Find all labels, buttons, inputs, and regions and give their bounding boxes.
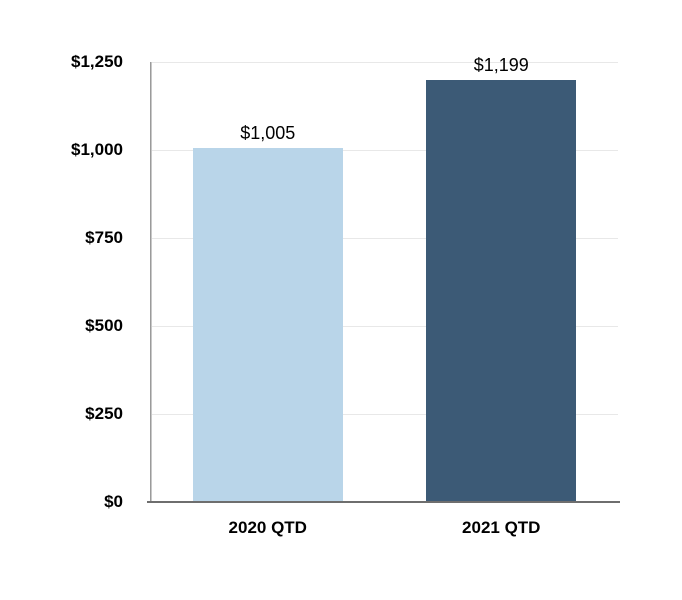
- y-axis-line: [150, 62, 151, 502]
- plot-area: [147, 62, 620, 503]
- gridline: [151, 62, 618, 63]
- x-axis-line: [147, 501, 620, 503]
- gridline: [151, 238, 618, 239]
- y-tick-label: $0: [104, 492, 123, 511]
- bar-value-label: $1,005: [240, 123, 296, 144]
- bar-2021-qtd: [426, 79, 577, 502]
- x-category-label: 2020 QTD: [228, 518, 307, 537]
- bar-value-label: $1,199: [473, 54, 529, 75]
- y-tick-label: $1,000: [71, 140, 123, 159]
- y-tick-label: $1,250: [71, 52, 123, 71]
- gridline: [151, 414, 618, 415]
- gridline: [151, 150, 618, 151]
- bar-2020-qtd: [192, 148, 343, 502]
- y-tick-label: $750: [85, 228, 123, 247]
- y-tick-label: $500: [85, 316, 123, 335]
- gridline: [151, 326, 618, 327]
- x-category-label: 2021 QTD: [462, 518, 541, 537]
- y-tick-label: $250: [85, 404, 123, 423]
